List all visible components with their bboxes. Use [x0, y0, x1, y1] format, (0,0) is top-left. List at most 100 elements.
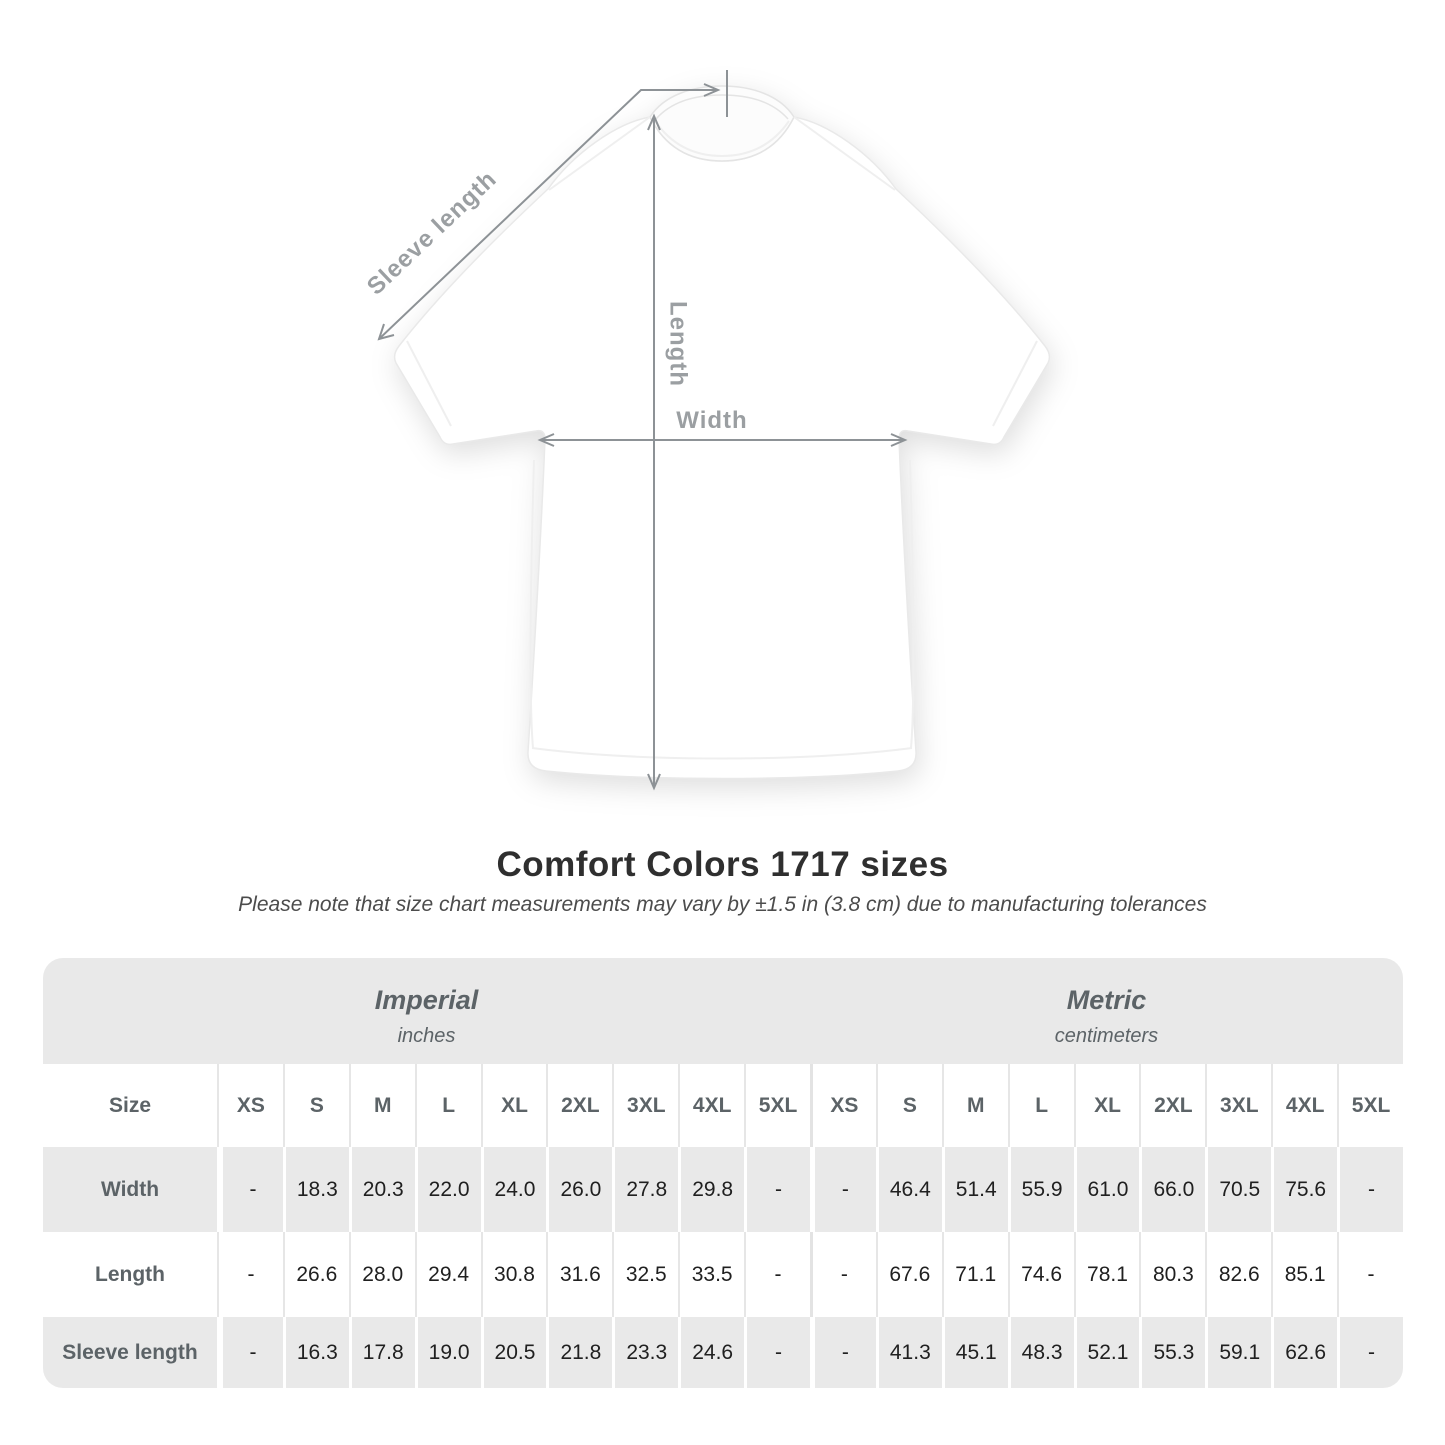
row-label-sleeve-length: Sleeve length	[43, 1317, 217, 1388]
cell-length-metric-s: 67.6	[875, 1232, 942, 1317]
cell-width-metric-s: 46.4	[875, 1147, 942, 1232]
size-header-imperial-xs: XS	[217, 1064, 283, 1147]
bottom-hem-seam	[531, 747, 913, 760]
cell-width-imperial-s: 18.3	[282, 1147, 349, 1232]
cell-length-metric-5xl: -	[1337, 1232, 1403, 1317]
cell-width-imperial-4xl: 29.8	[678, 1147, 745, 1232]
cell-width-imperial-xs: -	[217, 1147, 283, 1232]
metric-group-header: Metric centimeters	[809, 958, 1403, 1064]
imperial-group-label: Imperial	[374, 984, 479, 1015]
collar-back-seam	[655, 94, 789, 120]
cell-width-imperial-m: 20.3	[348, 1147, 415, 1232]
cell-length-imperial-2xl: 31.6	[546, 1232, 613, 1317]
cell-sleeve-length-imperial-l: 19.0	[414, 1317, 481, 1388]
cell-length-metric-m: 71.1	[941, 1232, 1008, 1317]
metric-group-label: Metric	[1066, 984, 1147, 1015]
imperial-group-header: Imperial inches	[43, 958, 810, 1064]
cell-sleeve-length-metric-4xl: 62.6	[1271, 1317, 1338, 1388]
collar-front-seam	[654, 120, 790, 158]
row-label-length: Length	[43, 1232, 217, 1317]
cell-width-metric-4xl: 75.6	[1271, 1147, 1338, 1232]
cell-width-metric-xl: 61.0	[1073, 1147, 1140, 1232]
tshirt-illustration	[393, 85, 1051, 780]
cell-sleeve-length-metric-s: 41.3	[875, 1317, 942, 1388]
size-header-imperial-m: M	[348, 1064, 415, 1147]
page-title: Comfort Colors 1717 sizes	[496, 845, 949, 884]
cell-length-metric-xs: -	[809, 1232, 876, 1317]
cell-sleeve-length-imperial-4xl: 24.6	[678, 1317, 745, 1388]
width-arrowhead-left	[537, 433, 555, 447]
cell-length-metric-xl: 78.1	[1073, 1232, 1140, 1317]
cell-length-imperial-s: 26.6	[282, 1232, 349, 1317]
cell-length-metric-3xl: 82.6	[1205, 1232, 1272, 1317]
cell-length-imperial-m: 28.0	[348, 1232, 415, 1317]
length-arrowhead-bottom	[647, 773, 661, 791]
cell-width-metric-2xl: 66.0	[1139, 1147, 1206, 1232]
size-header-imperial-s: S	[282, 1064, 349, 1147]
cell-sleeve-length-imperial-3xl: 23.3	[612, 1317, 679, 1388]
right-shoulder-seam	[793, 116, 896, 191]
cell-width-imperial-l: 22.0	[414, 1147, 481, 1232]
right-cuff-seam	[992, 340, 1038, 427]
right-side-fold	[909, 459, 915, 749]
cell-length-imperial-xl: 30.8	[480, 1232, 547, 1317]
cell-width-metric-l: 55.9	[1007, 1147, 1074, 1232]
cell-length-metric-4xl: 85.1	[1271, 1232, 1338, 1317]
size-header-metric-5xl: 5XL	[1337, 1064, 1403, 1147]
cell-sleeve-length-metric-3xl: 59.1	[1205, 1317, 1272, 1388]
cell-sleeve-length-metric-2xl: 55.3	[1139, 1317, 1206, 1388]
cell-width-imperial-xl: 24.0	[480, 1147, 547, 1232]
tolerance-note: Please note that size chart measurements…	[238, 893, 1207, 916]
left-shoulder-seam	[548, 116, 651, 191]
size-column-header: Size	[43, 1064, 217, 1147]
sleeve-arrowhead-left	[377, 323, 395, 341]
cell-sleeve-length-imperial-xl: 20.5	[480, 1317, 547, 1388]
size-header-imperial-5xl: 5XL	[744, 1064, 810, 1147]
tshirt-diagram: Sleeve length Length Width	[362, 70, 1051, 791]
cell-length-imperial-xs: -	[217, 1232, 283, 1317]
size-header-metric-s: S	[875, 1064, 942, 1147]
cell-length-imperial-3xl: 32.5	[612, 1232, 679, 1317]
size-header-imperial-l: L	[414, 1064, 481, 1147]
width-arrowhead-right	[890, 433, 908, 447]
cell-sleeve-length-imperial-5xl: -	[744, 1317, 810, 1388]
left-side-fold	[529, 459, 535, 749]
size-header-metric-3xl: 3XL	[1205, 1064, 1272, 1147]
size-header-metric-l: L	[1007, 1064, 1074, 1147]
size-header-metric-xs: XS	[809, 1064, 876, 1147]
cell-sleeve-length-metric-m: 45.1	[941, 1317, 1008, 1388]
cell-sleeve-length-metric-xs: -	[809, 1317, 876, 1388]
cell-width-imperial-5xl: -	[744, 1147, 810, 1232]
cell-width-imperial-2xl: 26.0	[546, 1147, 613, 1232]
size-header-imperial-3xl: 3XL	[612, 1064, 679, 1147]
cell-length-imperial-4xl: 33.5	[678, 1232, 745, 1317]
size-header-metric-m: M	[941, 1064, 1008, 1147]
tshirt-body	[393, 116, 1051, 780]
size-header-imperial-4xl: 4XL	[678, 1064, 745, 1147]
size-header-imperial-2xl: 2XL	[546, 1064, 613, 1147]
cell-width-metric-3xl: 70.5	[1205, 1147, 1272, 1232]
cell-length-imperial-l: 29.4	[414, 1232, 481, 1317]
sleeve-arrowhead-right	[703, 83, 721, 97]
row-label-width: Width	[43, 1147, 217, 1232]
size-header-imperial-xl: XL	[480, 1064, 547, 1147]
width-label: Width	[676, 407, 747, 434]
cell-sleeve-length-metric-l: 48.3	[1007, 1317, 1074, 1388]
cell-width-imperial-3xl: 27.8	[612, 1147, 679, 1232]
cell-width-metric-5xl: -	[1337, 1147, 1403, 1232]
left-cuff-seam	[406, 340, 452, 427]
cell-sleeve-length-imperial-xs: -	[217, 1317, 283, 1388]
cell-sleeve-length-metric-5xl: -	[1337, 1317, 1403, 1388]
length-arrowhead-top	[647, 113, 661, 131]
cell-sleeve-length-imperial-m: 17.8	[348, 1317, 415, 1388]
cell-width-metric-xs: -	[809, 1147, 876, 1232]
size-header-metric-xl: XL	[1073, 1064, 1140, 1147]
metric-group-unit: centimeters	[1054, 1024, 1159, 1047]
cell-length-metric-2xl: 80.3	[1139, 1232, 1206, 1317]
cell-length-metric-l: 74.6	[1007, 1232, 1074, 1317]
cell-sleeve-length-imperial-s: 16.3	[282, 1317, 349, 1388]
size-table: Imperial inches Metric centimeters Size XS S M L…	[43, 958, 1403, 1388]
cell-width-metric-m: 51.4	[941, 1147, 1008, 1232]
length-label: Length	[665, 301, 692, 387]
